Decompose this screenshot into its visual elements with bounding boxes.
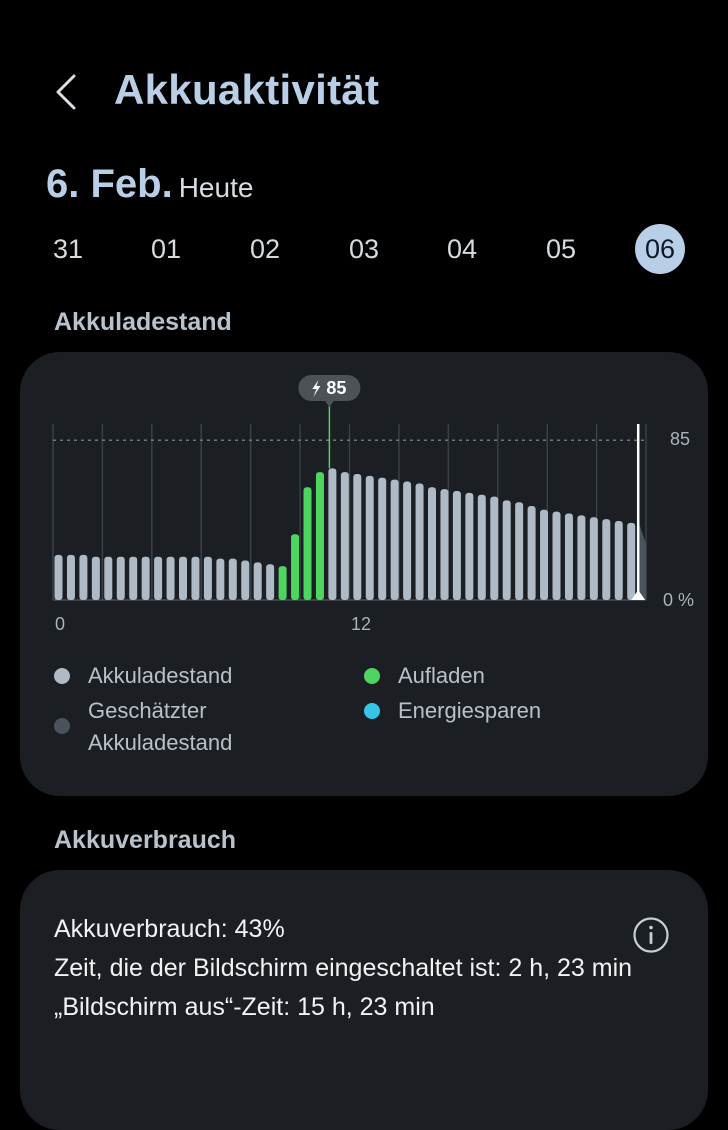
day-03[interactable]: 03 (348, 234, 380, 264)
x-tick-0: 0 (55, 614, 65, 634)
battery-bar-16 (253, 562, 262, 600)
screen-off-time: „Bildschirm aus“-Zeit: 15 h, 23 min (54, 993, 435, 1021)
peak-label: 85 (326, 378, 346, 398)
battery-bar-43 (589, 517, 598, 600)
battery-bar-20 (303, 487, 312, 600)
battery-usage-heading: Akkuverbrauch (54, 826, 237, 854)
date-relative: Heute (178, 172, 254, 203)
battery-bar-22 (328, 468, 337, 600)
day-06-selected[interactable]: 06 (635, 224, 685, 274)
battery-bar-12 (203, 556, 212, 600)
battery-bar-28 (403, 481, 412, 600)
battery-bar-14 (228, 558, 237, 600)
battery-bar-5 (116, 556, 125, 600)
day-31[interactable]: 31 (52, 234, 84, 264)
battery-bar-37 (515, 502, 524, 600)
battery-bar-32 (452, 490, 461, 600)
battery-bar-30 (428, 487, 436, 600)
selected-date: 6. Feb. Heute (46, 162, 253, 207)
battery-bar-40 (552, 511, 561, 600)
battery-bar-42 (577, 515, 586, 600)
battery-bar-10 (179, 556, 187, 600)
battery-bar-9 (166, 556, 175, 600)
day-05[interactable]: 05 (545, 234, 577, 264)
battery-bar-24 (353, 474, 362, 600)
battery-bar-44 (602, 519, 611, 600)
info-button[interactable] (632, 916, 670, 954)
battery-bar-34 (477, 494, 486, 600)
info-icon (633, 917, 669, 953)
page-title: Akkuaktivität (114, 66, 380, 113)
usage-percent: Akkuverbrauch: 43% (54, 915, 285, 943)
battery-bar-25 (365, 475, 374, 600)
battery-bar-33 (465, 492, 474, 600)
legend-charging: Aufladen (398, 663, 485, 688)
day-selector: 31 01 02 03 04 05 06 (0, 224, 728, 278)
peak-label-pointer (324, 400, 335, 407)
app-header: Akkuaktivität (0, 60, 728, 124)
day-01[interactable]: 01 (150, 234, 182, 264)
y-tick-85: 85 (670, 429, 690, 449)
battery-bar-41 (564, 513, 573, 600)
battery-bar-36 (502, 500, 511, 600)
y-tick-0: 0 % (663, 590, 694, 610)
legend-dot-battery-level (54, 668, 70, 684)
battery-bar-19 (291, 534, 300, 600)
battery-bar-7 (141, 556, 150, 600)
current-time-marker (631, 590, 646, 600)
battery-bar-11 (191, 556, 200, 600)
battery-bar-3 (91, 556, 100, 600)
chevron-left-icon (56, 74, 76, 110)
legend-dot-estimated (54, 718, 70, 734)
battery-bar-17 (266, 564, 275, 600)
battery-bar-2 (79, 554, 88, 600)
date-day: 6. Feb. (46, 162, 173, 206)
battery-bar-31 (440, 489, 449, 600)
screen-on-time: Zeit, die der Bildschirm eingeschaltet i… (54, 954, 633, 982)
charging-bolt-icon (312, 380, 321, 397)
battery-bar-4 (104, 556, 113, 600)
battery-bar-29 (415, 483, 424, 600)
legend-estimated-level: Geschätzter Akkuladestand (88, 698, 233, 755)
battery-usage-card: Akkuverbrauch: 43% Zeit, die der Bildsch… (20, 870, 708, 1130)
battery-bar-6 (129, 556, 138, 600)
battery-bar-21 (315, 472, 324, 600)
legend-power-saving: Energiesparen (398, 698, 542, 723)
legend-dot-charging (364, 668, 380, 684)
legend-battery-level: Akkuladestand (88, 663, 233, 688)
battery-chart: 85 85 0 % 0 12 (52, 375, 694, 634)
back-button[interactable] (48, 68, 88, 116)
x-tick-12: 12 (351, 614, 371, 634)
battery-bar-23 (340, 472, 349, 600)
battery-bar-8 (154, 556, 163, 600)
battery-bar-39 (540, 509, 549, 600)
battery-bar-45 (614, 521, 623, 600)
usage-details: Akkuverbrauch: 43% Zeit, die der Bildsch… (54, 910, 684, 1027)
day-02[interactable]: 02 (249, 234, 281, 264)
battery-level-heading: Akkuladestand (54, 308, 232, 336)
battery-bar-15 (241, 560, 250, 600)
battery-bar-26 (378, 477, 387, 600)
day-04[interactable]: 04 (446, 234, 478, 264)
battery-bar-1 (66, 554, 75, 600)
battery-bar-35 (490, 496, 499, 600)
legend-dot-power-saving (364, 703, 380, 719)
estimated-level-area (638, 521, 646, 600)
battery-bar-0 (54, 554, 63, 600)
peak-label-bubble (298, 375, 361, 401)
battery-bar-46 (627, 522, 636, 600)
battery-bar-18 (278, 566, 287, 600)
battery-chart-card: 85 85 0 % 0 12 Akkuladestand Aufladen Ge… (20, 352, 708, 796)
battery-bar-38 (527, 506, 536, 600)
battery-bar-13 (216, 558, 225, 600)
battery-bar-27 (390, 479, 399, 600)
